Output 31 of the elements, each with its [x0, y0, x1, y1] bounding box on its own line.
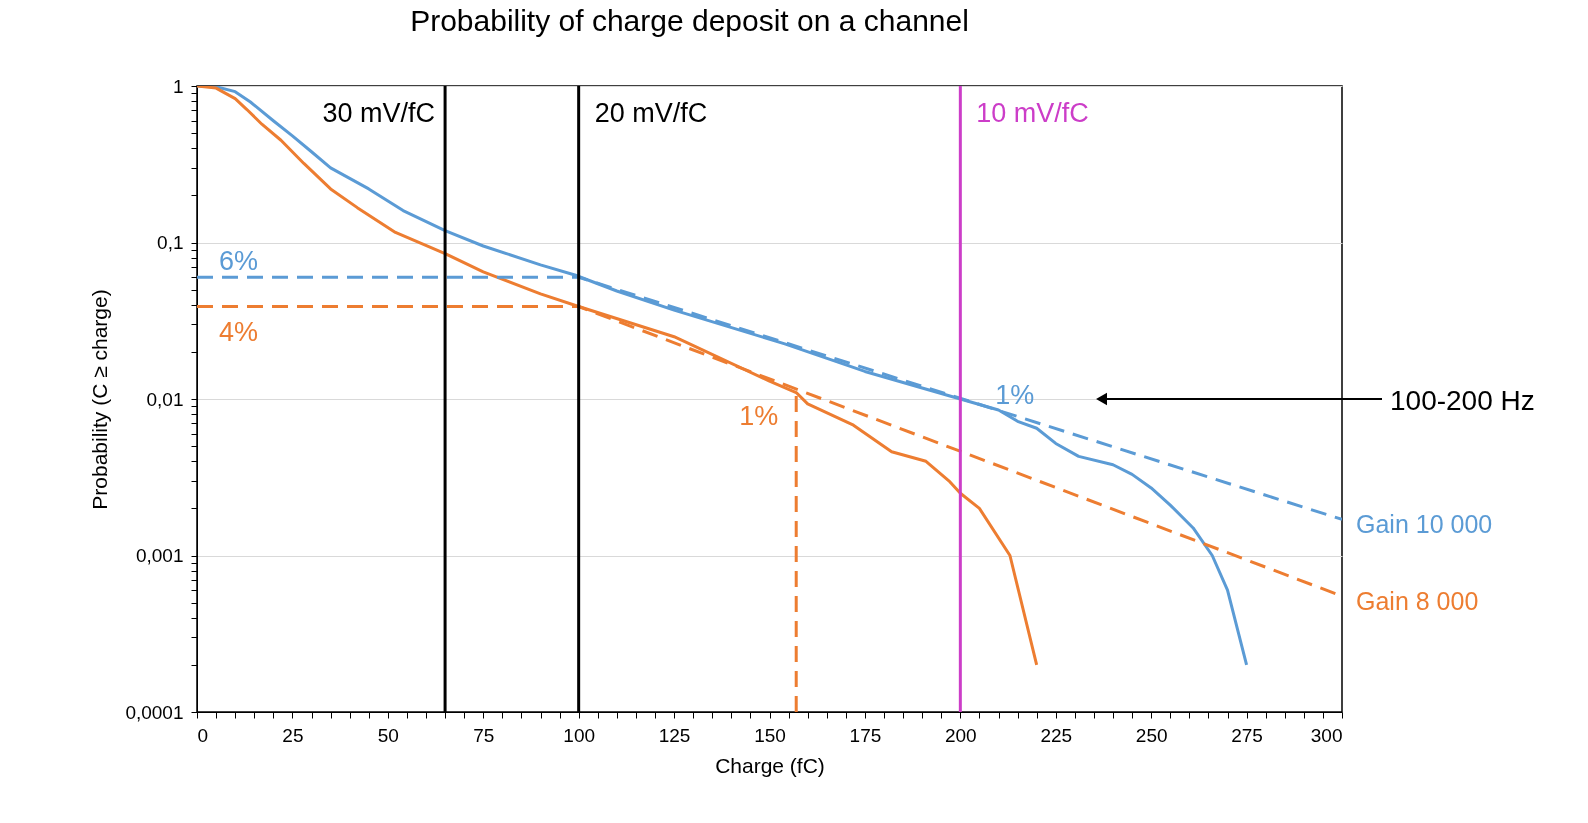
annotation: 4%: [219, 317, 259, 348]
x-tick-label: 75: [473, 724, 495, 746]
y-axis-title: Probability (C ≥ charge): [88, 289, 112, 510]
ref-line-label: 10 mV/fC: [976, 98, 1089, 128]
x-tick-label: 100: [563, 724, 596, 746]
x-tick-label: 250: [1135, 724, 1168, 746]
x-tick-label: 200: [944, 724, 977, 746]
y-tick-label: 0,01: [146, 388, 184, 410]
y-tick-label: 0,1: [157, 232, 184, 253]
chart-title: Probability of charge deposit on a channel: [410, 4, 969, 37]
ref-line-label: 20 mV/fC: [594, 98, 708, 128]
annotation: 1%: [739, 400, 779, 431]
x-tick-label: 300: [1310, 724, 1343, 746]
ref-line-label: 30 mV/fC: [322, 98, 436, 128]
x-tick-label: 175: [849, 724, 882, 746]
x-tick-label: 0: [197, 724, 209, 746]
x-tick-label: 150: [754, 724, 786, 746]
annotation: 6%: [219, 246, 259, 277]
x-tick-label: 275: [1231, 724, 1263, 746]
x-tick-label: 225: [1040, 724, 1073, 746]
y-tick-label: 1: [172, 75, 184, 97]
annotation: 1%: [995, 380, 1035, 410]
x-axis-title: Charge (fC): [715, 753, 825, 777]
series-label: Gain 8 000: [1356, 587, 1479, 616]
y-tick-label: 0,001: [135, 545, 184, 566]
x-tick-label: 125: [658, 724, 691, 746]
x-tick-label: 25: [282, 724, 304, 746]
x-tick-label: 50: [377, 724, 399, 746]
series-label: Gain 10 000: [1356, 510, 1493, 539]
y-tick-label: 0,0001: [125, 701, 184, 723]
text: 100-200 Hz: [1390, 385, 1535, 416]
